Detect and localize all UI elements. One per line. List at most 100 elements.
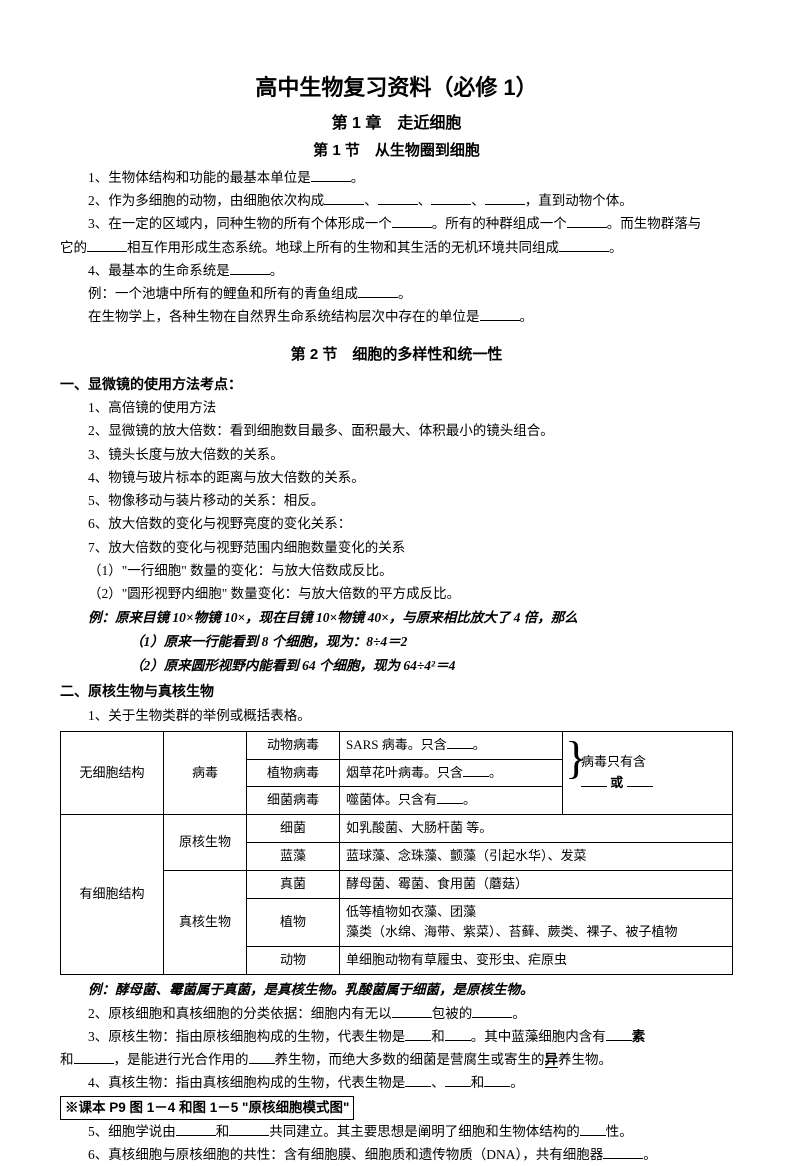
blank — [606, 1026, 632, 1041]
text: 。 — [398, 286, 412, 301]
blank — [445, 1026, 471, 1041]
cell: 烟草花叶病毒。只含。 — [340, 759, 563, 787]
cell: 动物病毒 — [247, 731, 340, 759]
text: 相互作用形成生态系统。地球上所有的生物和其生活的无机环境共同组成 — [127, 240, 559, 255]
text: 。所有的种群组成一个 — [432, 216, 567, 231]
text: 性。 — [606, 1124, 633, 1139]
blank — [627, 773, 653, 787]
bio-table: 无细胞结构 病毒 动物病毒 SARS 病毒。只含。 } 病毒只有含 或 植物病毒… — [60, 731, 733, 975]
text: 、 — [418, 193, 432, 208]
pa-p2: 2、原核细胞和真核细胞的分类依据：细胞内有无以 包被的 。 — [88, 1003, 733, 1025]
text: 噬菌体。只含有 — [346, 792, 437, 807]
blank — [87, 237, 127, 252]
example-2-2: （1）原来一行能看到 8 个细胞，现为：8÷4＝2 — [130, 631, 733, 653]
blank — [324, 191, 364, 206]
cell: 如乳酸菌、大肠杆菌 等。 — [340, 815, 733, 843]
blank — [447, 735, 473, 749]
text: 4、最基本的生命系统是 — [88, 263, 230, 278]
cell: 真菌 — [247, 870, 340, 898]
text: ，是能进行光合作用的 — [114, 1052, 249, 1067]
text: 在生物学上，各种生物在自然界生命系统结构层次中存在的单位是 — [88, 309, 480, 324]
table-row: 有细胞结构 原核生物 细菌 如乳酸菌、大肠杆菌 等。 — [61, 815, 733, 843]
text: 异 — [545, 1052, 559, 1068]
cell: SARS 病毒。只含。 — [340, 731, 563, 759]
cell: 有细胞结构 — [61, 815, 164, 975]
cell: 细菌 — [247, 815, 340, 843]
text: 3、在一定的区域内，同种生物的所有个体形成一个 — [88, 216, 392, 231]
m-p4: 4、物镜与玻片标本的距离与放大倍数的关系。 — [88, 467, 733, 489]
m-p8: （1）"一行细胞" 数量的变化：与放大倍数成反比。 — [88, 560, 733, 582]
blank — [230, 260, 270, 275]
text: 和 — [60, 1052, 74, 1067]
heading-2: 二、原核生物与真核生物 — [60, 680, 733, 702]
blank — [580, 1121, 606, 1136]
text: 。而生物群落与 — [607, 216, 702, 231]
blank — [445, 1073, 471, 1088]
text: SARS 病毒。只含 — [346, 737, 447, 752]
chapter-title: 第 1 章 走近细胞 — [60, 111, 733, 137]
text: 它的 — [60, 240, 87, 255]
text: 或 — [610, 775, 623, 790]
section2-title: 第 2 节 细胞的多样性和统一性 — [60, 343, 733, 367]
blank — [392, 1003, 432, 1018]
text: 5、细胞学说由 — [88, 1124, 176, 1139]
text: 4、真核生物：指由真核细胞构成的生物，代表生物是 — [88, 1075, 405, 1090]
pa-p4: 4、真核生物：指由真核细胞构成的生物，代表生物是、和。 — [88, 1072, 733, 1094]
s1-p3a: 3、在一定的区域内，同种生物的所有个体形成一个 。所有的种群组成一个 。而生物群落与 — [88, 213, 733, 235]
s1-p4: 4、最基本的生命系统是 。 — [88, 260, 733, 282]
m-p5: 5、物像移动与装片移动的关系：相反。 — [88, 490, 733, 512]
blank — [431, 191, 471, 206]
m-p1: 1、高倍镜的使用方法 — [88, 397, 733, 419]
cell-brace: } 病毒只有含 或 — [563, 731, 733, 814]
text: 养生物。 — [558, 1052, 612, 1067]
m-p6: 6、放大倍数的变化与视野亮度的变化关系： — [88, 513, 733, 535]
cell: 植物病毒 — [247, 759, 340, 787]
text: 养生物，而绝大多数的细菌是营腐生或寄生的 — [275, 1052, 545, 1067]
blank — [176, 1121, 216, 1136]
text: 素 — [632, 1029, 646, 1044]
blank — [603, 1145, 643, 1160]
text: 。 — [463, 792, 476, 807]
table-intro: 1、关于生物类群的举例或概括表格。 — [88, 705, 733, 727]
blank — [559, 237, 609, 252]
text: 。其中蓝藻细胞内含有 — [471, 1029, 606, 1044]
text: 包被的 — [432, 1006, 473, 1021]
cell: 动物 — [247, 947, 340, 975]
blank — [378, 191, 418, 206]
example-2-3: （2）原来圆形视野内能看到 64 个细胞，现为 64÷4²＝4 — [130, 655, 733, 677]
cell: 真核生物 — [164, 870, 247, 974]
doc-title: 高中生物复习资料（必修 1） — [60, 70, 733, 105]
text: 、 — [471, 193, 485, 208]
cell: 无细胞结构 — [61, 731, 164, 814]
text: 6、真核细胞与原核细胞的共性：含有细胞膜、细胞质和遗传物质（DNA），共有细胞器 — [88, 1147, 603, 1162]
s1-p5: 在生物学上，各种生物在自然界生命系统结构层次中存在的单位是。 — [88, 306, 733, 328]
text: 。 — [512, 1006, 526, 1021]
text: 。 — [609, 240, 623, 255]
blank — [249, 1050, 275, 1065]
p6: 6、真核细胞与原核细胞的共性：含有细胞膜、细胞质和遗传物质（DNA），共有细胞器… — [88, 1144, 733, 1166]
s1-p3b: 它的 相互作用形成生态系统。地球上所有的生物和其生活的无机环境共同组成 。 — [60, 237, 733, 259]
cell: 原核生物 — [164, 815, 247, 871]
boxed-note: ※课本 P9 图 1－4 和图 1－5 "原核细胞模式图" — [60, 1096, 733, 1120]
blank — [74, 1050, 114, 1065]
text: 例：一个池塘中所有的鲤鱼和所有的青鱼组成 — [88, 286, 358, 301]
cell: 蓝藻 — [247, 843, 340, 871]
example-3: 例：酵母菌、霉菌属于真菌，是真核生物。乳酸菌属于细菌，是原核生物。 — [88, 979, 733, 1001]
cell: 酵母菌、霉菌、食用菌（蘑菇） — [340, 870, 733, 898]
text: 。 — [270, 263, 284, 278]
text: 。 — [489, 765, 502, 780]
cell: 细菌病毒 — [247, 787, 340, 815]
text: 、 — [431, 1075, 445, 1090]
text: 病毒只有含 — [581, 754, 646, 769]
text: 2、原核细胞和真核细胞的分类依据：细胞内有无以 — [88, 1006, 392, 1021]
m-p2: 2、显微镜的放大倍数：看到细胞数目最多、面积最大、体积最小的镜头组合。 — [88, 420, 733, 442]
cell: 蓝球藻、念珠藻、颤藻（引起水华）、发菜 — [340, 843, 733, 871]
s1-ex1: 例：一个池塘中所有的鲤鱼和所有的青鱼组成 。 — [88, 283, 733, 305]
blank — [311, 167, 351, 182]
section1-title: 第 1 节 从生物圈到细胞 — [60, 139, 733, 163]
cell: 植物 — [247, 898, 340, 947]
p5: 5、细胞学说由和共同建立。其主要思想是阐明了细胞和生物体结构的性。 — [88, 1121, 733, 1143]
m-p9: （2）"圆形视野内细胞" 数量变化：与放大倍数的平方成反比。 — [88, 583, 733, 605]
text: 。 — [351, 170, 365, 185]
blank — [405, 1026, 431, 1041]
